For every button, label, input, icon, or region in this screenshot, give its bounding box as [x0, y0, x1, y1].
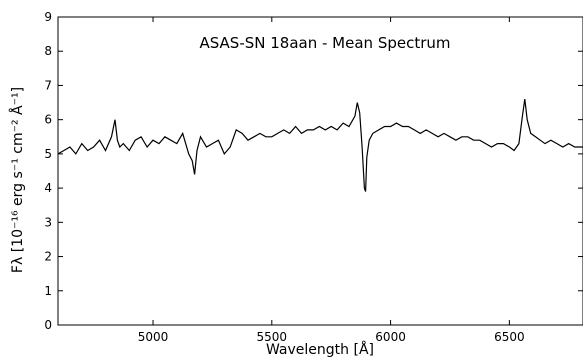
- x-ticks: 5000 5500 6000 6500: [138, 17, 525, 344]
- x-tick-label: 6000: [375, 330, 406, 344]
- spectrum-line: [57, 99, 583, 192]
- y-tick-label: 8: [44, 44, 52, 58]
- y-tick-label: 1: [44, 284, 52, 298]
- y-tick-label: 3: [44, 215, 52, 229]
- x-tick-label: 6500: [494, 330, 525, 344]
- y-tick-label: 9: [44, 10, 52, 24]
- y-tick-label: 0: [44, 318, 52, 332]
- x-axis-label: Wavelength [Å]: [266, 341, 374, 358]
- x-tick-label: 5500: [257, 330, 288, 344]
- y-tick-label: 2: [44, 250, 52, 264]
- y-tick-label: 7: [44, 78, 52, 92]
- y-ticks: 0 1 2 3 4 5 6 7 8 9: [44, 10, 583, 332]
- y-tick-label: 6: [44, 113, 52, 127]
- y-tick-label: 4: [44, 181, 52, 195]
- x-tick-label: 5000: [138, 330, 169, 344]
- chart-title: ASAS-SN 18aan - Mean Spectrum: [199, 34, 450, 52]
- y-axis-label: Fλ [10⁻¹⁶ erg s⁻¹ cm⁻² Å⁻¹]: [9, 87, 26, 273]
- plot-frame: [57, 16, 583, 326]
- y-tick-label: 5: [44, 147, 52, 161]
